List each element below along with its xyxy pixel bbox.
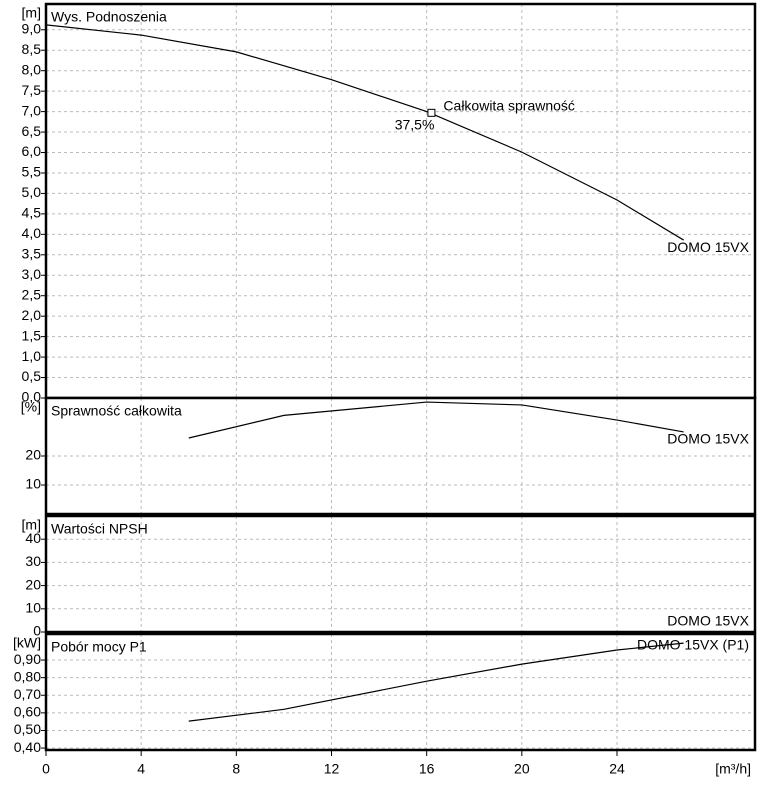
y-tick-label: 0,50 [14, 721, 41, 737]
curve [188, 642, 684, 722]
x-tick-label: 8 [232, 761, 240, 777]
y-tick-label: 0,40 [14, 739, 41, 755]
panel-title: Sprawność całkowita [51, 403, 182, 419]
panel-border [44, 514, 757, 634]
curve [188, 401, 684, 439]
y-tick-label: 5,5 [22, 164, 42, 180]
curve-label: DOMO 15VX [667, 239, 749, 255]
annotation-value: 37,5% [395, 117, 435, 133]
x-tick-label: 4 [137, 761, 145, 777]
panel-background [46, 4, 755, 398]
y-tick-label: 0 [33, 623, 41, 639]
panel-background [46, 516, 755, 632]
y-tick-label: 0,70 [14, 686, 41, 702]
x-tick-label: 20 [514, 761, 530, 777]
y-tick-label: 40 [25, 530, 41, 546]
y-tick-label: 10 [25, 600, 41, 616]
y-unit-label: [%] [21, 399, 41, 415]
panel-title: Wartości NPSH [51, 521, 148, 537]
y-tick-label: 8,5 [22, 41, 42, 57]
y-tick-label: 3,0 [22, 266, 42, 282]
curve [45, 24, 684, 241]
x-tick-label: 16 [419, 761, 435, 777]
y-unit-label: [m] [22, 517, 41, 533]
x-axis-label: [m³/h] [715, 761, 751, 777]
x-tick-label: 0 [42, 761, 50, 777]
y-tick-label: 5,0 [22, 184, 42, 200]
y-tick-label: 2,0 [22, 307, 42, 323]
y-tick-label: 20 [25, 576, 41, 592]
annotation-text: Całkowita sprawność [443, 98, 575, 114]
x-tick-label: 12 [324, 761, 340, 777]
y-tick-label: 4,0 [22, 225, 42, 241]
y-tick-label: 0,5 [22, 368, 42, 384]
panel-border [44, 396, 757, 516]
panel-border [44, 632, 757, 752]
y-tick-label: 6,5 [22, 123, 42, 139]
y-unit-label: [kW] [13, 635, 41, 651]
y-tick-label: 6,0 [22, 143, 42, 159]
y-tick-label: 8,0 [22, 61, 42, 77]
y-tick-label: 0,90 [14, 651, 41, 667]
y-tick-label: 1,0 [22, 348, 42, 364]
curve-label: DOMO 15VX [667, 613, 749, 629]
y-tick-label: 7,0 [22, 102, 42, 118]
y-tick-label: 0,60 [14, 704, 41, 720]
y-unit-label: [m] [22, 5, 41, 21]
annotation-marker [427, 108, 436, 117]
curve-label: DOMO 15VX (P1) [637, 637, 749, 653]
x-tick-label: 24 [609, 761, 625, 777]
panel-title: Pobór mocy P1 [51, 639, 147, 655]
y-tick-label: 2,5 [22, 286, 42, 302]
y-tick-label: 0,80 [14, 668, 41, 684]
y-tick-label: 3,5 [22, 246, 42, 262]
y-tick-label: 10 [25, 476, 41, 492]
y-tick-label: 7,5 [22, 82, 42, 98]
y-tick-label: 20 [25, 447, 41, 463]
y-tick-label: 1,5 [22, 327, 42, 343]
curve-label: DOMO 15VX [667, 431, 749, 447]
y-tick-label: 9,0 [22, 20, 42, 36]
y-tick-label: 4,5 [22, 205, 42, 221]
panel-title: Wys. Podnoszenia [51, 9, 167, 25]
y-tick-label: 0,0 [22, 389, 42, 405]
y-tick-label: 30 [25, 553, 41, 569]
